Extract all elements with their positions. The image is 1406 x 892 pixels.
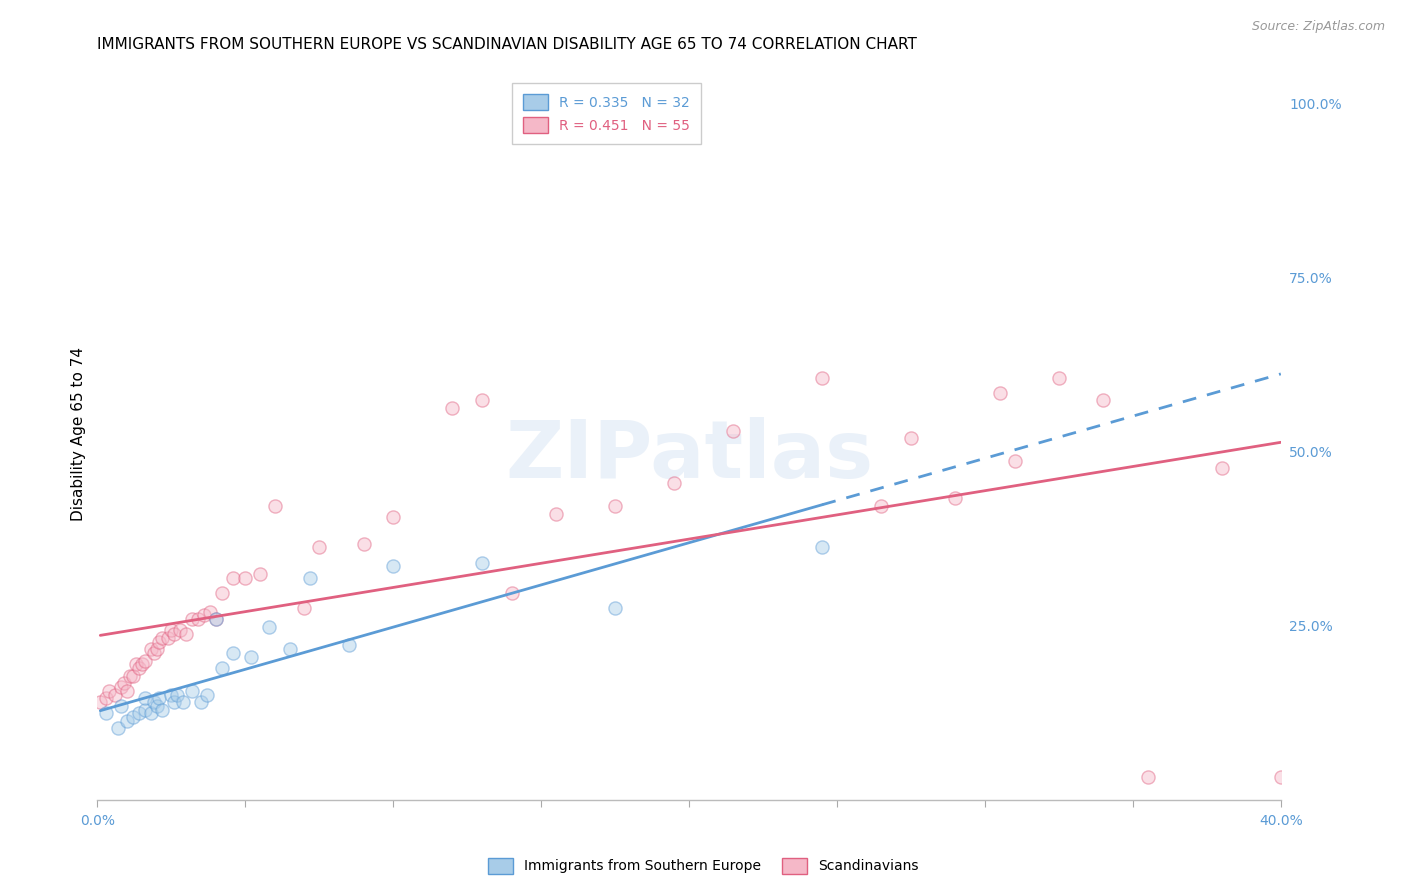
Point	[190, 695, 212, 709]
Point	[115, 714, 138, 728]
Point	[160, 688, 183, 702]
Point	[353, 537, 375, 551]
Point	[163, 695, 186, 709]
Point	[96, 691, 118, 706]
Point	[1270, 771, 1292, 785]
Point	[471, 393, 494, 408]
Point	[198, 605, 221, 619]
Point	[172, 695, 194, 709]
Point	[211, 585, 233, 599]
Point	[174, 627, 197, 641]
Point	[811, 371, 834, 385]
Point	[441, 401, 464, 415]
Point	[157, 631, 180, 645]
Text: ZIPatlas: ZIPatlas	[505, 417, 873, 495]
Point	[195, 688, 218, 702]
Point	[204, 612, 226, 626]
Point	[128, 706, 150, 721]
Point	[112, 676, 135, 690]
Point	[139, 642, 162, 657]
Point	[501, 585, 523, 599]
Point	[131, 657, 153, 672]
Point	[870, 499, 893, 513]
Point	[152, 702, 174, 716]
Point	[299, 571, 322, 585]
Text: IMMIGRANTS FROM SOUTHERN EUROPE VS SCANDINAVIAN DISABILITY AGE 65 TO 74 CORRELAT: IMMIGRANTS FROM SOUTHERN EUROPE VS SCAND…	[97, 37, 917, 53]
Point	[148, 634, 170, 648]
Point	[125, 657, 148, 672]
Point	[1211, 461, 1233, 475]
Point	[121, 710, 143, 724]
Point	[142, 695, 165, 709]
Point	[89, 695, 111, 709]
Point	[233, 571, 256, 585]
Point	[264, 499, 287, 513]
Point	[664, 476, 686, 491]
Point	[110, 680, 132, 694]
Text: Source: ZipAtlas.com: Source: ZipAtlas.com	[1251, 20, 1385, 33]
Point	[211, 661, 233, 675]
Point	[107, 722, 129, 736]
Point	[134, 654, 156, 668]
Point	[222, 571, 245, 585]
Point	[118, 668, 141, 682]
Point	[96, 706, 118, 721]
Point	[148, 691, 170, 706]
Point	[257, 620, 280, 634]
Point	[145, 698, 167, 713]
Point	[181, 612, 204, 626]
Point	[382, 559, 405, 574]
Point	[1047, 371, 1070, 385]
Point	[988, 386, 1011, 401]
Point	[139, 706, 162, 721]
Point	[240, 649, 263, 664]
Point	[382, 510, 405, 524]
Point	[811, 541, 834, 555]
Point	[166, 688, 188, 702]
Point	[187, 612, 209, 626]
Point	[1004, 454, 1026, 468]
Point	[115, 683, 138, 698]
Point	[98, 683, 121, 698]
Legend: R = 0.335   N = 32, R = 0.451   N = 55: R = 0.335 N = 32, R = 0.451 N = 55	[512, 83, 700, 145]
Point	[121, 668, 143, 682]
Point	[104, 688, 127, 702]
Point	[249, 566, 271, 581]
Point	[900, 431, 922, 445]
Point	[152, 631, 174, 645]
Point	[163, 627, 186, 641]
Point	[181, 683, 204, 698]
Legend: Immigrants from Southern Europe, Scandinavians: Immigrants from Southern Europe, Scandin…	[481, 851, 925, 880]
Point	[110, 698, 132, 713]
Point	[193, 608, 215, 623]
Point	[1136, 771, 1159, 785]
Point	[603, 499, 626, 513]
Point	[723, 424, 745, 438]
Y-axis label: Disability Age 65 to 74: Disability Age 65 to 74	[72, 347, 86, 522]
Point	[1092, 393, 1115, 408]
Point	[278, 642, 301, 657]
Point	[142, 646, 165, 660]
Point	[308, 541, 330, 555]
Point	[134, 691, 156, 706]
Point	[222, 646, 245, 660]
Point	[294, 600, 316, 615]
Point	[128, 661, 150, 675]
Point	[204, 612, 226, 626]
Point	[471, 556, 494, 570]
Point	[160, 624, 183, 638]
Point	[145, 642, 167, 657]
Point	[169, 624, 191, 638]
Point	[943, 491, 966, 506]
Point	[544, 507, 567, 521]
Point	[134, 702, 156, 716]
Point	[337, 639, 360, 653]
Point	[603, 600, 626, 615]
